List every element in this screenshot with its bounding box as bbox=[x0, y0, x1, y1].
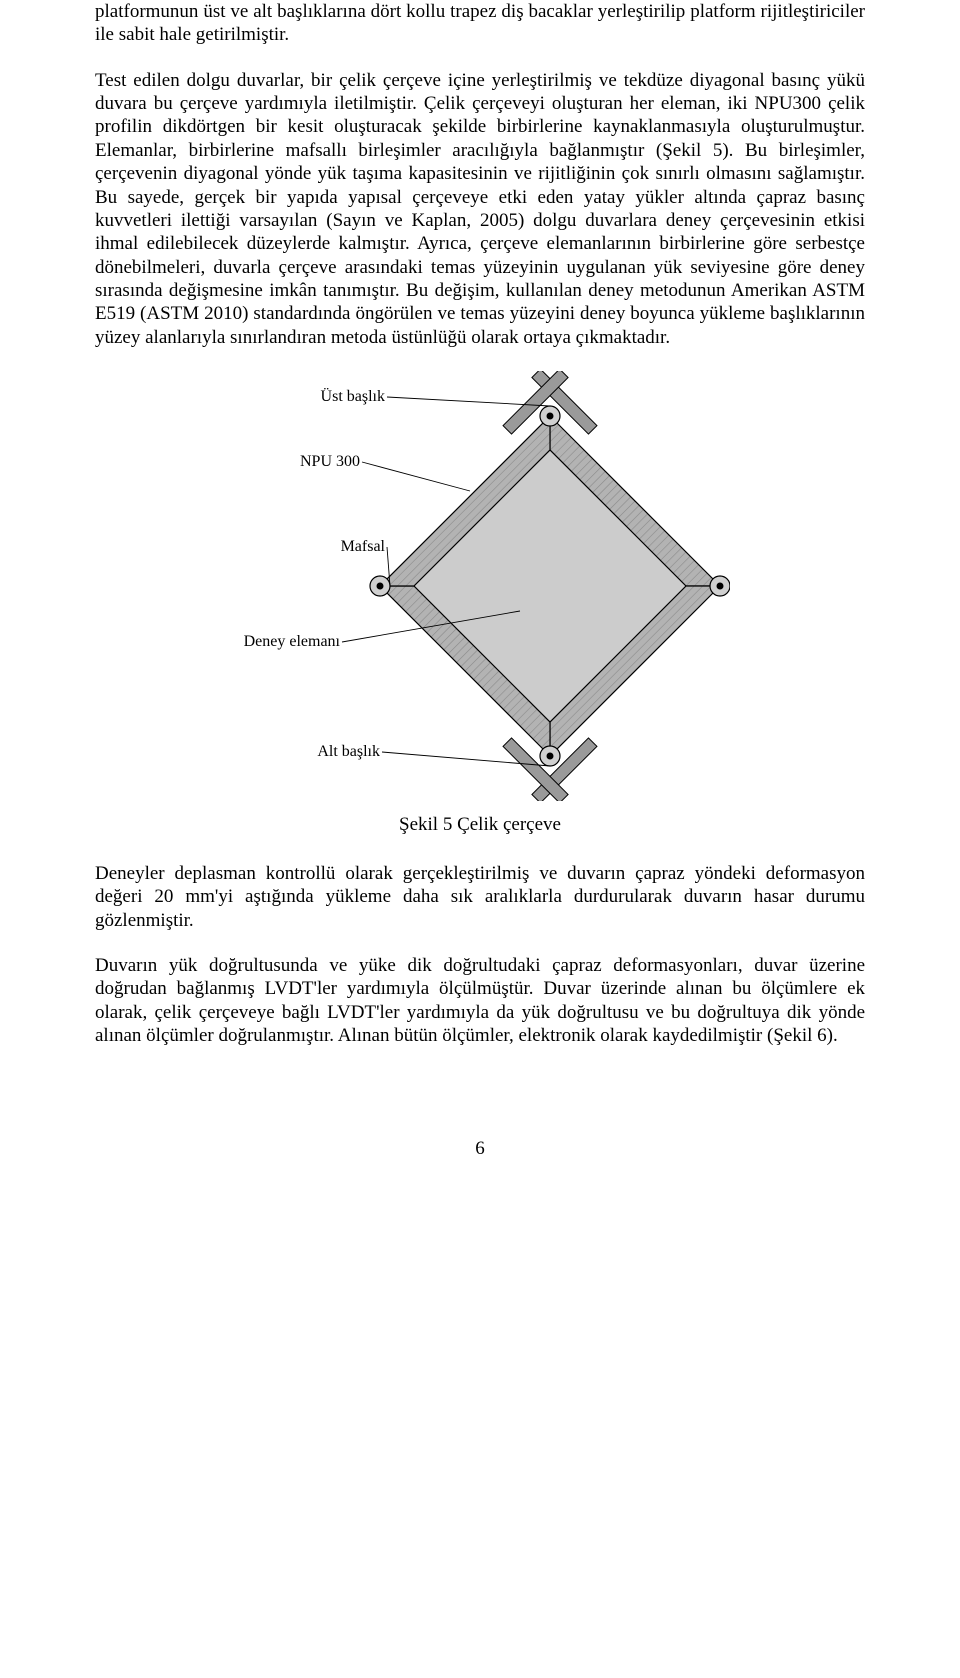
paragraph-3: Deneyler deplasman kontrollü olarak gerç… bbox=[95, 862, 865, 932]
paragraph-4: Duvarın yük doğrultusunda ve yüke dik do… bbox=[95, 954, 865, 1047]
svg-text:NPU 300: NPU 300 bbox=[300, 453, 360, 470]
paragraph-1: platformunun üst ve alt başlıklarına dör… bbox=[95, 0, 865, 47]
steel-frame-diagram: Üst başlık NPU 300 Mafsal Deney elemanı Alt … bbox=[230, 371, 730, 801]
page-number: 6 bbox=[95, 1138, 865, 1160]
paragraph-2: Test edilen dolgu duvarlar, bir çelik çe… bbox=[95, 69, 865, 349]
figure-5: Üst başlık NPU 300 Mafsal Deney elemanı Alt … bbox=[95, 371, 865, 806]
svg-text:Mafsal: Mafsal bbox=[341, 538, 386, 555]
svg-text:Alt başlık: Alt başlık bbox=[317, 743, 380, 760]
svg-text:Deney elemanı: Deney elemanı bbox=[244, 633, 341, 650]
svg-text:Üst başlık: Üst başlık bbox=[321, 387, 385, 405]
page-content: platformunun üst ve alt başlıklarına dör… bbox=[0, 0, 960, 1160]
figure-5-caption: Şekil 5 Çelik çerçeve bbox=[95, 814, 865, 836]
